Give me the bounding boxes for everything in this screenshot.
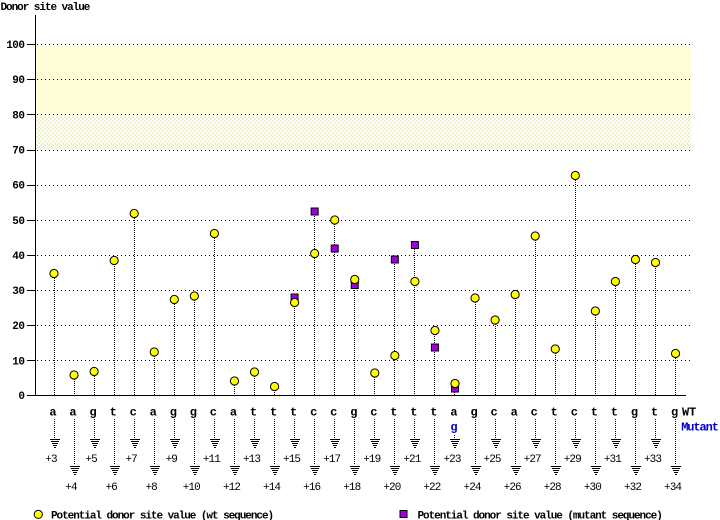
svg-text:+17: +17 [323, 454, 340, 466]
svg-text:c: c [130, 406, 137, 420]
svg-text:a: a [69, 406, 76, 420]
svg-text:a: a [49, 406, 56, 420]
svg-text:t: t [250, 406, 257, 420]
svg-text:+31: +31 [604, 454, 622, 466]
svg-text:60: 60 [12, 181, 24, 193]
svg-text:a: a [150, 406, 157, 420]
svg-text:+6: +6 [105, 482, 117, 494]
svg-text:a: a [230, 406, 237, 420]
svg-text:80: 80 [12, 110, 24, 122]
svg-text:t: t [611, 406, 618, 420]
svg-text:t: t [591, 406, 598, 420]
svg-text:g: g [450, 421, 457, 435]
svg-text:+22: +22 [423, 482, 440, 494]
svg-text:g: g [170, 406, 177, 420]
svg-text:+21: +21 [403, 454, 421, 466]
svg-text:c: c [531, 406, 538, 420]
svg-text:100: 100 [6, 40, 24, 52]
svg-text:+34: +34 [664, 482, 682, 494]
svg-text:g: g [671, 406, 678, 420]
svg-text:Potential donor site value (wt: Potential donor site value (wt sequence) [51, 511, 273, 520]
svg-text:+24: +24 [464, 482, 482, 494]
svg-text:30: 30 [12, 286, 24, 298]
svg-text:+32: +32 [624, 482, 641, 494]
svg-text:20: 20 [12, 321, 24, 333]
svg-text:t: t [651, 406, 658, 420]
svg-text:40: 40 [12, 251, 24, 263]
svg-text:50: 50 [12, 216, 24, 228]
svg-text:g: g [470, 406, 477, 420]
svg-text:+16: +16 [303, 482, 320, 494]
svg-text:+19: +19 [363, 454, 380, 466]
svg-text:+15: +15 [283, 454, 300, 466]
svg-text:t: t [110, 406, 117, 420]
svg-text:c: c [490, 406, 497, 420]
svg-text:+11: +11 [203, 454, 221, 466]
svg-text:c: c [310, 406, 317, 420]
svg-text:Mutant: Mutant [681, 421, 719, 435]
svg-text:t: t [551, 406, 558, 420]
svg-text:Potential donor site value (mu: Potential donor site value (mutant seque… [418, 511, 662, 520]
svg-text:+7: +7 [125, 454, 137, 466]
svg-text:+33: +33 [644, 454, 661, 466]
svg-text:+29: +29 [564, 454, 581, 466]
svg-text:+5: +5 [85, 454, 97, 466]
svg-text:+20: +20 [383, 482, 400, 494]
svg-text:Donor site value: Donor site value [1, 2, 91, 14]
svg-text:+23: +23 [443, 454, 460, 466]
svg-text:c: c [330, 406, 337, 420]
svg-text:+10: +10 [183, 482, 200, 494]
svg-text:c: c [210, 406, 217, 420]
svg-text:g: g [350, 406, 357, 420]
svg-text:70: 70 [12, 146, 24, 158]
svg-text:+28: +28 [544, 482, 561, 494]
svg-text:c: c [571, 406, 578, 420]
svg-text:t: t [410, 406, 417, 420]
svg-text:+25: +25 [484, 454, 501, 466]
svg-text:+18: +18 [343, 482, 360, 494]
svg-text:0: 0 [18, 391, 24, 403]
svg-text:t: t [390, 406, 397, 420]
svg-text:a: a [450, 406, 457, 420]
svg-text:10: 10 [12, 356, 24, 368]
svg-text:c: c [370, 406, 377, 420]
svg-text:t: t [430, 406, 437, 420]
svg-text:+9: +9 [166, 454, 178, 466]
svg-text:90: 90 [12, 75, 24, 87]
svg-text:+26: +26 [504, 482, 521, 494]
svg-text:g: g [631, 406, 638, 420]
svg-text:WT: WT [682, 406, 696, 420]
svg-text:g: g [190, 406, 197, 420]
svg-text:+13: +13 [243, 454, 260, 466]
svg-text:t: t [290, 406, 297, 420]
svg-text:+27: +27 [524, 454, 541, 466]
svg-text:+12: +12 [223, 482, 240, 494]
svg-text:t: t [270, 406, 277, 420]
svg-text:+4: +4 [65, 482, 78, 494]
svg-text:+14: +14 [263, 482, 281, 494]
svg-text:g: g [89, 406, 96, 420]
svg-text:+30: +30 [584, 482, 601, 494]
svg-text:a: a [511, 406, 518, 420]
svg-text:+3: +3 [45, 454, 57, 466]
svg-text:+8: +8 [145, 482, 157, 494]
